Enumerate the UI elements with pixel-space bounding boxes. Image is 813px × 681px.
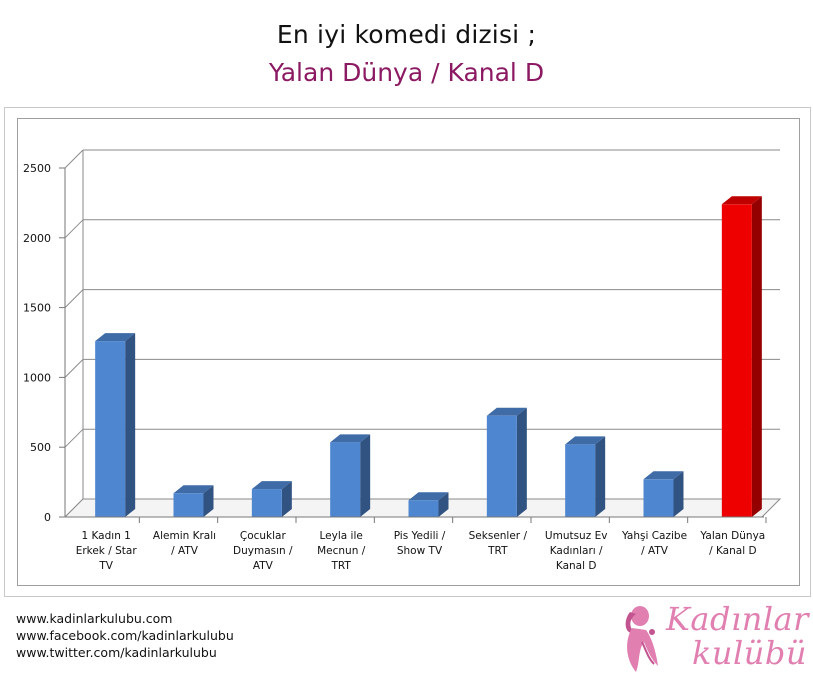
bar-side: [673, 471, 684, 517]
bar-top: [251, 481, 292, 490]
bar-top: [173, 485, 214, 494]
x-tick-label: Pis Yedili / Show TV: [394, 530, 446, 557]
x-tick-label: Yalan Dünya / Kanal D: [699, 530, 765, 557]
footer-links: www.kadinlarkulubu.com www.facebook.com/…: [16, 610, 234, 661]
bar-side: [281, 481, 292, 517]
bar-top: [565, 436, 606, 445]
x-tick-label: Leyla ile Mecnun / TRT: [317, 530, 366, 572]
bar: [643, 479, 674, 517]
logo-word-1: Kadınlar: [666, 600, 809, 638]
y-tick-label: 500: [30, 441, 51, 454]
woman-silhouette-icon: [625, 606, 658, 672]
bar-side: [751, 196, 762, 517]
bar-top: [486, 407, 527, 416]
bar: [251, 489, 282, 517]
bar-side: [203, 485, 214, 517]
bar-top: [721, 196, 762, 205]
x-tick-label: Alemin Kralı / ATV: [153, 530, 216, 557]
chart-frame: 0 500 1000 1500 2000 2500 1 Kadın 1 Erkek / Sta…: [4, 107, 811, 597]
y-tick-label: 2000: [23, 232, 51, 245]
logo-word-2: kulübü: [692, 634, 807, 672]
x-tick-label: Çocuklar Duymasın / ATV: [233, 530, 293, 572]
bar-side: [438, 492, 449, 517]
gridline-diagonal: [64, 149, 84, 169]
bar: [486, 415, 517, 517]
x-tick-label: Yahşi Cazibe / ATV: [621, 530, 687, 557]
kadinlar-kulubu-logo: Kadınlar kulübü: [616, 598, 809, 678]
y-tick-label: 1500: [23, 302, 51, 315]
y-tick-label: 1000: [23, 371, 51, 384]
chart-plot-frame: 0 500 1000 1500 2000 2500 1 Kadın 1 Erkek / Sta…: [17, 118, 800, 586]
gridline-diagonal: [64, 428, 84, 448]
bar: [173, 493, 204, 517]
bar-top: [408, 492, 449, 501]
bar-top: [643, 471, 684, 480]
x-tick-label: Umutsuz Ev Kadınları / Kanal D: [545, 530, 608, 572]
x-tick-label: Seksenler / TRT: [469, 530, 528, 557]
bar-side: [595, 436, 606, 517]
bar: [721, 204, 752, 517]
bar-side: [360, 434, 371, 517]
twitter-link[interactable]: www.twitter.com/kadinlarkulubu: [16, 645, 217, 660]
y-tick-label: 2500: [23, 162, 51, 175]
gridline-diagonal: [64, 289, 84, 308]
bar-chart: 0 500 1000 1500 2000 2500 1 Kadın 1 Erkek / Sta…: [23, 149, 782, 572]
bar: [408, 500, 439, 517]
y-tick-label: 0: [44, 511, 51, 524]
facebook-link[interactable]: www.facebook.com/kadinlarkulubu: [16, 628, 234, 643]
x-tick-label: 1 Kadın 1 Erkek / Star TV: [76, 530, 138, 572]
bar-side: [125, 333, 136, 517]
chart-title-line2: Yalan Dünya / Kanal D: [268, 58, 545, 87]
website-link[interactable]: www.kadinlarkulubu.com: [16, 611, 173, 626]
chart-title-line1: En iyi komedi dizisi ;: [276, 20, 537, 49]
bar: [565, 444, 596, 517]
bar: [330, 442, 361, 517]
bar: [95, 341, 126, 517]
bar-top: [95, 333, 136, 342]
bar-side: [516, 407, 527, 517]
gridline-diagonal: [64, 219, 84, 239]
gridline-diagonal: [64, 359, 84, 378]
bar-top: [330, 434, 371, 443]
